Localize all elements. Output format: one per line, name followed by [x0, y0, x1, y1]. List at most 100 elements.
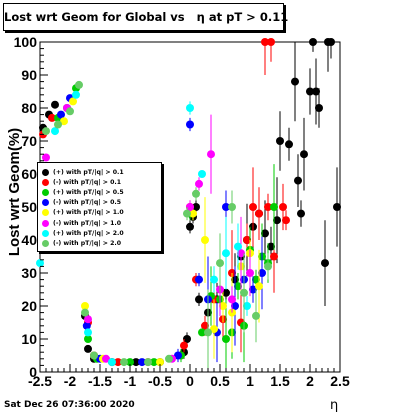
legend-marker-icon: [42, 168, 49, 176]
data-point: [282, 216, 290, 225]
data-point: [231, 302, 239, 310]
legend-entry: (+) with pT/|q| > 1.0: [42, 208, 124, 218]
legend-marker-icon: [42, 188, 49, 196]
data-point: [60, 117, 68, 126]
data-point: [84, 328, 92, 337]
data-point: [144, 358, 152, 367]
y-tick-label: 70: [21, 133, 37, 149]
x-tick-label: 1: [246, 373, 254, 389]
data-point: [84, 344, 92, 353]
legend-label: (-) with pT/|q| > 0.1: [53, 178, 122, 186]
data-point: [333, 203, 341, 211]
data-point: [264, 203, 272, 211]
data-point: [252, 311, 260, 320]
data-point: [186, 104, 194, 112]
data-point: [321, 259, 329, 268]
x-tick-label: -2.5: [28, 373, 52, 389]
data-point: [258, 269, 266, 277]
data-point: [252, 275, 260, 284]
data-point: [207, 150, 215, 159]
data-point: [36, 259, 44, 268]
legend-entry: (-) with pT/|q| > 0.1: [42, 177, 121, 187]
data-point: [189, 209, 197, 218]
data-point: [192, 189, 200, 198]
data-point: [183, 209, 191, 218]
data-point: [228, 203, 236, 211]
y-tick-label: 50: [21, 199, 37, 215]
data-point: [270, 203, 278, 211]
y-tick-label: 80: [21, 100, 37, 116]
data-point: [84, 315, 92, 324]
data-point: [306, 87, 314, 96]
data-point: [312, 87, 320, 96]
data-point: [165, 354, 173, 363]
data-point: [114, 358, 122, 367]
data-point: [222, 203, 230, 211]
legend-marker-icon: [42, 239, 49, 247]
data-point: [201, 321, 209, 330]
data-point: [300, 150, 308, 159]
data-point: [72, 90, 80, 99]
x-tick-label: 2.5: [330, 373, 350, 389]
y-tick-label: 100: [14, 34, 38, 50]
data-point: [219, 302, 227, 310]
data-point: [138, 358, 146, 367]
data-point: [66, 107, 74, 116]
y-tick-label: 30: [21, 265, 37, 281]
data-point: [82, 321, 91, 330]
legend-entry: (-) with pT/|q| > 1.0: [42, 218, 121, 228]
data-point: [210, 325, 218, 334]
data-point: [255, 209, 263, 218]
data-point: [309, 38, 317, 46]
x-tick-label: -1: [124, 373, 137, 389]
data-point: [222, 335, 230, 343]
data-point: [228, 295, 236, 304]
data-point: [267, 38, 275, 46]
data-point: [174, 351, 182, 360]
data-point: [81, 308, 89, 317]
timestamp: Sat Dec 26 07:36:00 2020: [4, 400, 135, 410]
data-point: [234, 282, 242, 291]
data-point: [255, 282, 263, 291]
x-tick-label: 2: [306, 373, 314, 389]
data-point: [273, 216, 281, 225]
data-point: [267, 242, 275, 251]
data-point: [222, 249, 230, 258]
data-point: [48, 113, 56, 122]
legend-marker-icon: [42, 229, 49, 237]
x-tick-label: 0: [186, 373, 194, 389]
data-point: [183, 335, 191, 343]
legend-label: (-) with pT/|q| > 2.0: [53, 239, 122, 247]
data-point: [294, 176, 302, 185]
legend-entry: (+) with pT/|q| > 0.5: [42, 187, 124, 197]
data-point: [234, 242, 242, 251]
data-point: [108, 358, 116, 367]
legend-marker-icon: [42, 178, 49, 186]
data-point: [291, 77, 299, 86]
legend-marker-icon: [42, 219, 49, 227]
data-point: [195, 275, 203, 284]
legend-entry: (-) with pT/|q| > 2.0: [42, 238, 121, 248]
x-axis-label: η: [330, 398, 339, 413]
data-point: [216, 259, 224, 268]
x-tick-label: 1.5: [270, 373, 290, 389]
data-point: [42, 127, 50, 136]
data-point: [84, 335, 92, 343]
legend-label: (+) with pT/|q| > 2.0: [53, 229, 124, 237]
legend-label: (+) with pT/|q| > 0.5: [53, 188, 124, 196]
y-axis-label: Lost wrt Geom(%): [6, 128, 23, 256]
legend-entry: (+) with pT/|q| > 0.1: [42, 167, 124, 177]
legend-label: (-) with pT/|q| > 0.5: [53, 199, 122, 207]
y-tick-label: 10: [21, 331, 37, 347]
data-point: [279, 203, 287, 211]
legend-marker-icon: [42, 209, 49, 217]
data-point: [201, 236, 209, 244]
data-point: [180, 341, 188, 350]
y-tick-label: 20: [21, 298, 37, 314]
data-point: [57, 110, 65, 119]
data-point: [156, 358, 164, 367]
legend-entry: (-) with pT/|q| > 0.5: [42, 198, 121, 208]
y-tick-label: 40: [21, 232, 37, 248]
legend-label: (+) with pT/|q| > 0.1: [53, 168, 124, 176]
data-point: [120, 358, 128, 367]
